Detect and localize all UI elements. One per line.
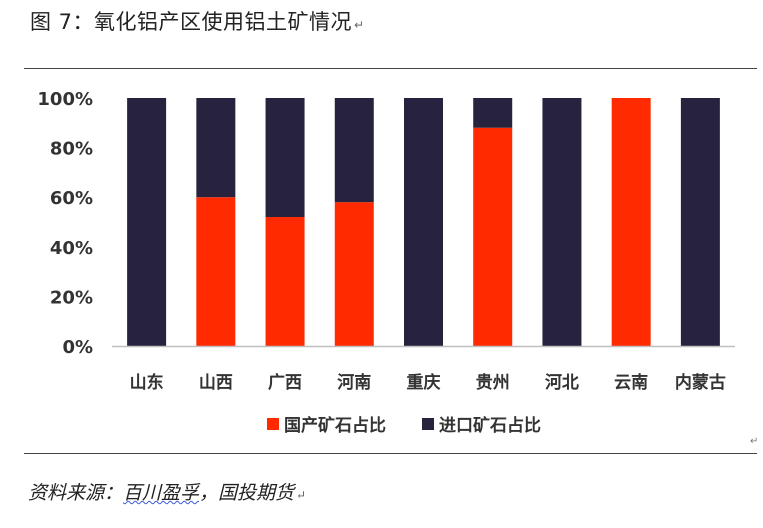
- x-tick-label: 内蒙古: [675, 372, 726, 393]
- x-tick-label: 河南: [337, 372, 371, 393]
- y-tick-label: 0%: [62, 337, 93, 358]
- x-axis: 山东 山西 广西 河南 重庆 贵州 河北 云南 内蒙古: [130, 372, 726, 393]
- paragraph-mark-icon: ↵: [354, 18, 365, 32]
- source-prefix: 资料来源：: [28, 482, 124, 504]
- x-tick-label: 云南: [614, 372, 648, 393]
- y-tick-label: 60%: [50, 188, 93, 209]
- y-axis: 0% 20% 40% 60% 80% 100%: [37, 89, 93, 358]
- x-tick-label: 山西: [199, 373, 233, 393]
- bottom-rule: [24, 453, 757, 454]
- top-rule: [24, 68, 757, 69]
- x-tick-label: 山东: [130, 372, 164, 393]
- bar-segment-domestic: [473, 127, 513, 346]
- x-tick-label: 河北: [545, 373, 579, 393]
- legend-label: 国产矿石占比: [284, 415, 386, 436]
- y-tick-label: 80%: [50, 139, 93, 160]
- y-tick-label: 20%: [50, 287, 93, 308]
- bar-segment-imported: [265, 98, 305, 218]
- stacked-bar-chart: 0% 20% 40% 60% 80% 100% 山东 山西 广西 河南 重庆 贵州 河北 云南 内蒙古 国…: [37, 89, 735, 436]
- bar-segment-domestic: [196, 197, 236, 346]
- bars-group: [127, 98, 720, 346]
- bar-segment-imported: [473, 98, 513, 128]
- y-tick-label: 40%: [50, 238, 93, 259]
- bar-segment-domestic: [334, 202, 374, 346]
- source-suffix: ，国投期货: [199, 482, 295, 504]
- bar-segment-imported: [127, 98, 167, 346]
- paragraph-mark-icon: ↵: [750, 436, 759, 447]
- legend: 国产矿石占比 进口矿石占比: [267, 415, 541, 436]
- y-tick-label: 100%: [37, 89, 93, 110]
- bar-segment-domestic: [611, 98, 651, 346]
- x-tick-label: 广西: [268, 372, 302, 393]
- legend-label: 进口矿石占比: [439, 415, 541, 436]
- bar-segment-domestic: [265, 217, 305, 346]
- legend-swatch: [267, 418, 279, 430]
- source-provider: 百川盈孚: [123, 482, 200, 504]
- bar-segment-imported: [404, 98, 443, 346]
- bar-segment-imported: [542, 98, 582, 346]
- bar-segment-imported: [680, 98, 720, 346]
- bar-segment-imported: [196, 98, 236, 198]
- paragraph-mark-icon: ↵: [296, 488, 307, 502]
- x-tick-label: 贵州: [476, 372, 510, 393]
- x-tick-label: 重庆: [407, 372, 441, 393]
- legend-swatch: [422, 418, 434, 430]
- figure-title: 图 7：氧化铝产区使用铝土矿情况 ↵: [30, 6, 365, 36]
- source-note: 资料来源：百川盈孚，国投期货 ↵: [28, 478, 306, 505]
- figure-title-text: 图 7：氧化铝产区使用铝土矿情况: [30, 10, 353, 34]
- bar-segment-imported: [334, 98, 374, 203]
